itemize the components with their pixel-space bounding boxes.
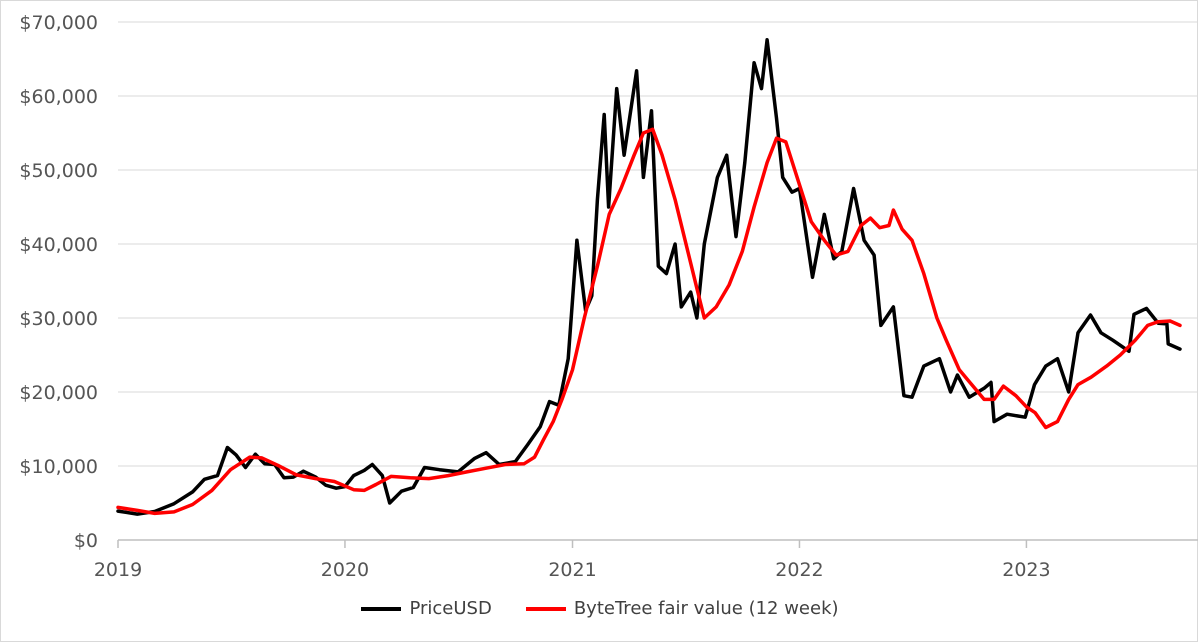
- x-tick-label: 2020: [321, 559, 369, 581]
- legend-item-price: PriceUSD: [361, 598, 492, 619]
- y-tick-label: $20,000: [19, 382, 98, 404]
- series-line-price: [116, 38, 1182, 516]
- y-tick-label: $40,000: [19, 234, 98, 256]
- legend-swatch-price: [361, 606, 402, 611]
- legend-label-price: PriceUSD: [409, 598, 492, 619]
- series-line-fair-value: [116, 127, 1182, 516]
- x-tick-label: 2023: [1002, 559, 1050, 581]
- x-tick-label: 2019: [94, 559, 142, 581]
- y-tick-label: $10,000: [19, 456, 98, 478]
- legend-label-fair-value: ByteTree fair value (12 week): [573, 598, 839, 619]
- y-tick-label: $50,000: [19, 160, 98, 182]
- y-tick-label: $70,000: [19, 12, 98, 34]
- legend-swatch-fair-value: [525, 606, 566, 611]
- legend: PriceUSD ByteTree fair value (12 week): [0, 598, 1200, 619]
- x-tick-label: 2022: [775, 559, 823, 581]
- y-tick-label: $0: [74, 530, 98, 552]
- y-tick-label: $60,000: [19, 86, 98, 108]
- legend-item-fair-value: ByteTree fair value (12 week): [525, 598, 839, 619]
- y-tick-label: $30,000: [19, 308, 98, 330]
- x-tick-label: 2021: [548, 559, 596, 581]
